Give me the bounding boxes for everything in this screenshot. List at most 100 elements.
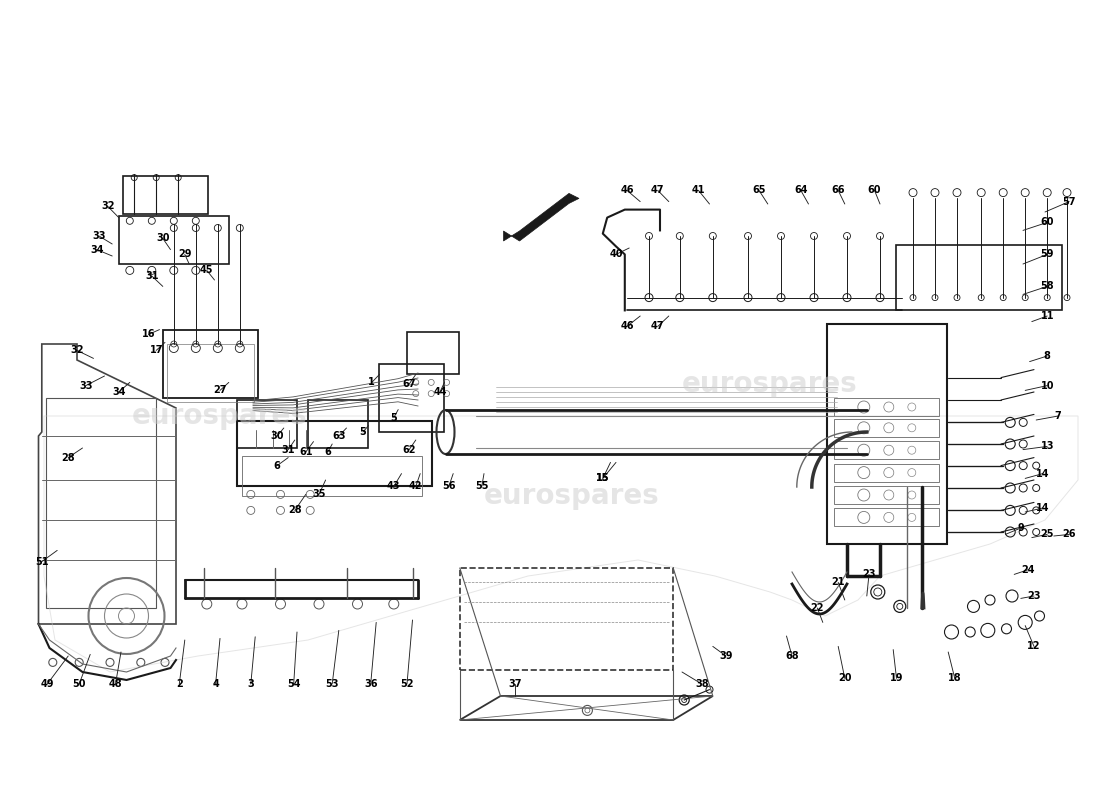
Text: 25: 25 <box>1041 530 1054 539</box>
Text: 45: 45 <box>200 266 213 275</box>
Bar <box>236 422 431 486</box>
Text: 23: 23 <box>862 570 876 579</box>
Text: 59: 59 <box>1041 250 1054 259</box>
Text: 48: 48 <box>109 679 122 689</box>
Text: 52: 52 <box>400 679 414 689</box>
Text: 39: 39 <box>719 651 733 661</box>
Text: 15: 15 <box>596 474 609 483</box>
Text: 53: 53 <box>326 679 339 689</box>
Text: 21: 21 <box>832 578 845 587</box>
Text: 62: 62 <box>403 445 416 454</box>
Text: 12: 12 <box>1027 642 1041 651</box>
Bar <box>407 333 459 374</box>
Text: eurospares: eurospares <box>132 402 308 430</box>
Text: 64: 64 <box>794 186 807 195</box>
Text: 16: 16 <box>142 330 155 339</box>
Text: 43: 43 <box>387 482 400 491</box>
Text: 49: 49 <box>41 679 54 689</box>
Text: 63: 63 <box>332 431 345 441</box>
Text: 9: 9 <box>1018 523 1024 533</box>
Bar <box>834 509 938 526</box>
Bar <box>163 330 257 398</box>
Text: 41: 41 <box>692 186 705 195</box>
Text: 44: 44 <box>433 387 447 397</box>
Text: 50: 50 <box>73 679 86 689</box>
Bar <box>834 463 938 482</box>
Text: 68: 68 <box>785 651 799 661</box>
Text: 34: 34 <box>112 387 125 397</box>
Text: 27: 27 <box>213 386 227 395</box>
Text: 5: 5 <box>390 413 397 422</box>
Text: eurospares: eurospares <box>682 370 858 398</box>
Text: 17: 17 <box>150 346 163 355</box>
Text: 57: 57 <box>1063 197 1076 206</box>
Text: 15: 15 <box>596 474 609 483</box>
Text: 33: 33 <box>79 381 92 390</box>
Text: 38: 38 <box>695 679 708 689</box>
Text: 36: 36 <box>364 679 377 689</box>
Text: 28: 28 <box>288 506 301 515</box>
Text: 31: 31 <box>145 271 158 281</box>
Text: 29: 29 <box>178 250 191 259</box>
Bar <box>834 442 938 459</box>
Bar <box>834 419 938 437</box>
Text: 42: 42 <box>409 482 422 491</box>
Text: 11: 11 <box>1041 311 1054 321</box>
Bar <box>46 398 156 608</box>
Text: 1: 1 <box>368 378 375 387</box>
Text: 32: 32 <box>101 202 114 211</box>
Bar <box>167 344 254 402</box>
Text: 60: 60 <box>868 186 881 195</box>
Text: 24: 24 <box>1022 565 1035 574</box>
Text: 6: 6 <box>274 461 280 470</box>
Text: 32: 32 <box>70 346 84 355</box>
Text: 40: 40 <box>609 250 623 259</box>
Text: 22: 22 <box>811 603 824 613</box>
Text: 23: 23 <box>1027 591 1041 601</box>
Text: 65: 65 <box>752 186 766 195</box>
Bar <box>242 456 422 496</box>
Text: 34: 34 <box>90 245 103 254</box>
Text: 10: 10 <box>1041 381 1054 390</box>
Text: 30: 30 <box>271 431 284 441</box>
Text: 51: 51 <box>35 557 48 566</box>
Bar <box>896 246 1062 310</box>
Text: 6: 6 <box>324 447 331 457</box>
Text: 37: 37 <box>508 679 521 689</box>
Bar <box>827 324 947 544</box>
Text: 35: 35 <box>312 490 326 499</box>
Text: 26: 26 <box>1063 530 1076 539</box>
Text: 33: 33 <box>92 231 106 241</box>
Text: 66: 66 <box>832 186 845 195</box>
Bar <box>123 176 208 214</box>
Text: 56: 56 <box>442 482 455 491</box>
Text: 31: 31 <box>282 445 295 454</box>
Text: 19: 19 <box>890 674 903 683</box>
Bar <box>379 364 444 432</box>
Text: 20: 20 <box>838 674 851 683</box>
Text: 14: 14 <box>1036 503 1049 513</box>
Bar <box>119 216 229 264</box>
Text: 46: 46 <box>620 186 634 195</box>
Bar <box>308 400 369 448</box>
Text: 60: 60 <box>1041 218 1054 227</box>
Text: 5: 5 <box>360 427 366 437</box>
Text: 67: 67 <box>403 379 416 389</box>
Text: 3: 3 <box>248 679 254 689</box>
Text: 47: 47 <box>651 322 664 331</box>
Text: 14: 14 <box>1036 469 1049 478</box>
Text: 47: 47 <box>651 186 664 195</box>
Text: 30: 30 <box>156 234 169 243</box>
Polygon shape <box>504 194 579 241</box>
Text: 46: 46 <box>620 322 634 331</box>
Text: 55: 55 <box>475 482 488 491</box>
Text: 54: 54 <box>287 679 300 689</box>
Text: 18: 18 <box>948 674 961 683</box>
Text: eurospares: eurospares <box>484 482 660 510</box>
Text: 13: 13 <box>1041 442 1054 451</box>
Bar <box>834 398 938 416</box>
Text: 58: 58 <box>1041 282 1054 291</box>
Bar <box>236 400 297 448</box>
Text: 28: 28 <box>62 453 75 462</box>
Bar <box>834 486 938 504</box>
